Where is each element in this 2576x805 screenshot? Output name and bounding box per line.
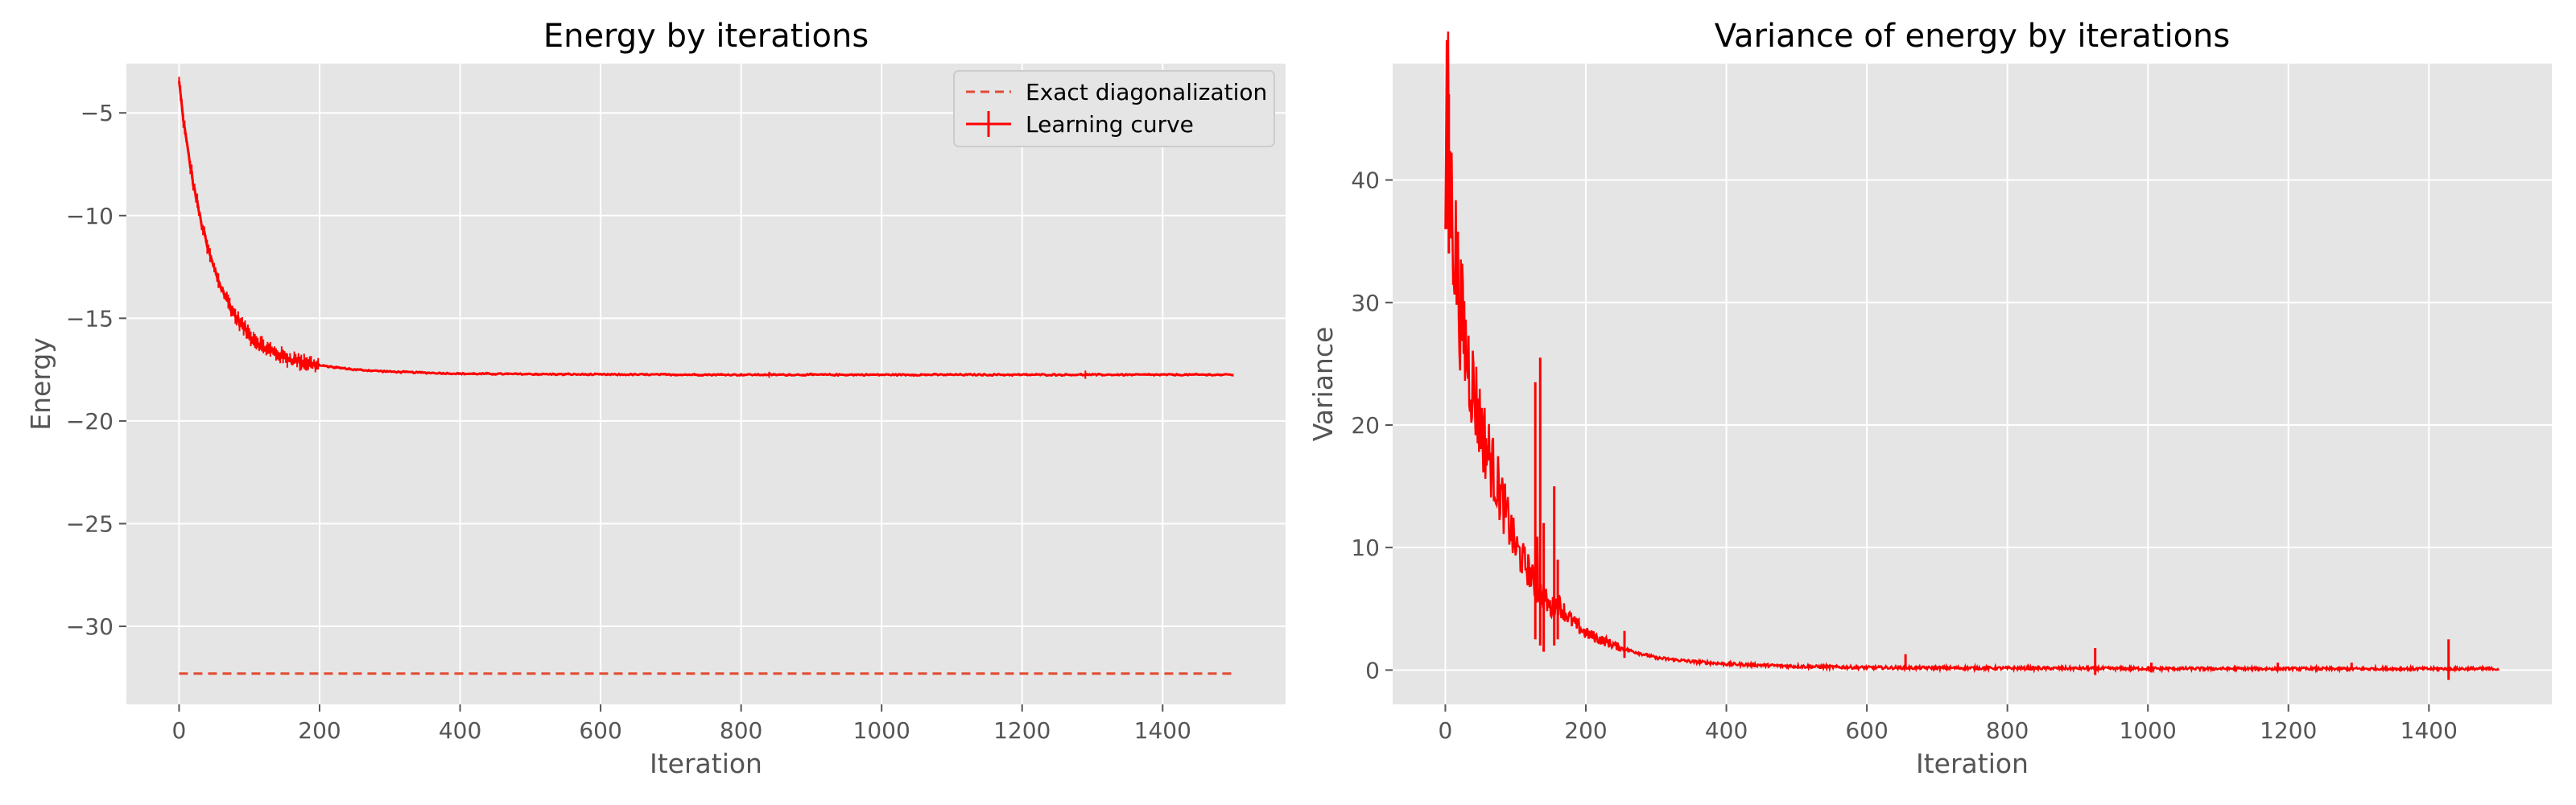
energy-y-tick-label: −15 — [66, 305, 114, 332]
variance-x-tick-label: 1400 — [2401, 717, 2458, 744]
variance-y-tick-label: 40 — [1351, 167, 1380, 194]
variance-plot-area — [1393, 64, 2552, 704]
variance-y-tick-label: 10 — [1351, 535, 1380, 561]
variance-plot: 0 200 400 600 800 1000 1200 1400 0 10 20 30 40 Vari… — [1307, 18, 2552, 779]
energy-chart-title: Energy by iterations — [543, 18, 869, 55]
energy-x-tick-label: 1000 — [853, 717, 910, 744]
energy-plot-area — [126, 64, 1286, 704]
variance-x-tick-label: 200 — [1564, 717, 1607, 744]
energy-y-tick-label: −10 — [66, 203, 114, 229]
variance-line — [1444, 31, 2500, 675]
variance-x-axis-label: Iteration — [1916, 748, 2029, 779]
variance-chart-title: Variance of energy by iterations — [1715, 18, 2230, 55]
learning-curve-line — [178, 80, 1233, 378]
variance-y-tick-label: 0 — [1365, 657, 1380, 683]
energy-x-tick-label: 400 — [439, 717, 481, 744]
variance-y-tick-label: 20 — [1351, 412, 1380, 439]
variance-x-tick-label: 400 — [1705, 717, 1748, 744]
variance-y-axis-label: Variance — [1307, 327, 1339, 442]
legend-label-learning-curve: Learning curve — [1026, 111, 1194, 138]
energy-x-tick-label: 800 — [720, 717, 762, 744]
energy-y-tick-label: −30 — [66, 613, 114, 640]
variance-gridlines — [1393, 64, 2552, 704]
energy-y-tick-label: −25 — [66, 510, 114, 537]
variance-x-tick-label: 0 — [1439, 717, 1453, 744]
energy-x-tick-label: 200 — [298, 717, 341, 744]
energy-x-tick-label: 600 — [579, 717, 621, 744]
energy-x-ticks: 0 200 400 600 800 1000 1200 1400 — [172, 704, 1191, 744]
variance-x-tick-label: 800 — [1986, 717, 2029, 744]
legend-label-exact-diagonalization: Exact diagonalization — [1026, 79, 1267, 105]
legend-box — [953, 70, 1275, 147]
energy-y-tick-label: −20 — [66, 408, 114, 435]
energy-plot: 0 200 400 600 800 1000 1200 1400 −5 −10 −15 −20 −25… — [25, 18, 1286, 779]
energy-x-tick-label: 1200 — [993, 717, 1051, 744]
variance-x-ticks: 0 200 400 600 800 1000 1200 1400 — [1439, 704, 2458, 744]
variance-x-tick-label: 600 — [1845, 717, 1888, 744]
variance-spikes — [1445, 94, 2450, 680]
energy-x-axis-label: Iteration — [650, 748, 762, 779]
energy-y-ticks: −5 −10 −15 −20 −25 −30 — [66, 100, 126, 640]
variance-series — [1444, 31, 2500, 680]
energy-series — [178, 76, 1234, 675]
energy-legend: Exact diagonalization Learning curve — [953, 70, 1275, 147]
variance-x-tick-label: 1000 — [2120, 717, 2177, 744]
energy-y-axis-label: Energy — [25, 337, 56, 431]
energy-x-tick-label: 1400 — [1134, 717, 1191, 744]
variance-y-tick-label: 30 — [1351, 290, 1380, 316]
energy-gridlines — [126, 64, 1286, 704]
variance-y-ticks: 0 10 20 30 40 — [1351, 167, 1393, 683]
energy-y-tick-label: −5 — [80, 100, 114, 126]
variance-x-tick-label: 1200 — [2260, 717, 2317, 744]
energy-x-tick-label: 0 — [172, 717, 187, 744]
